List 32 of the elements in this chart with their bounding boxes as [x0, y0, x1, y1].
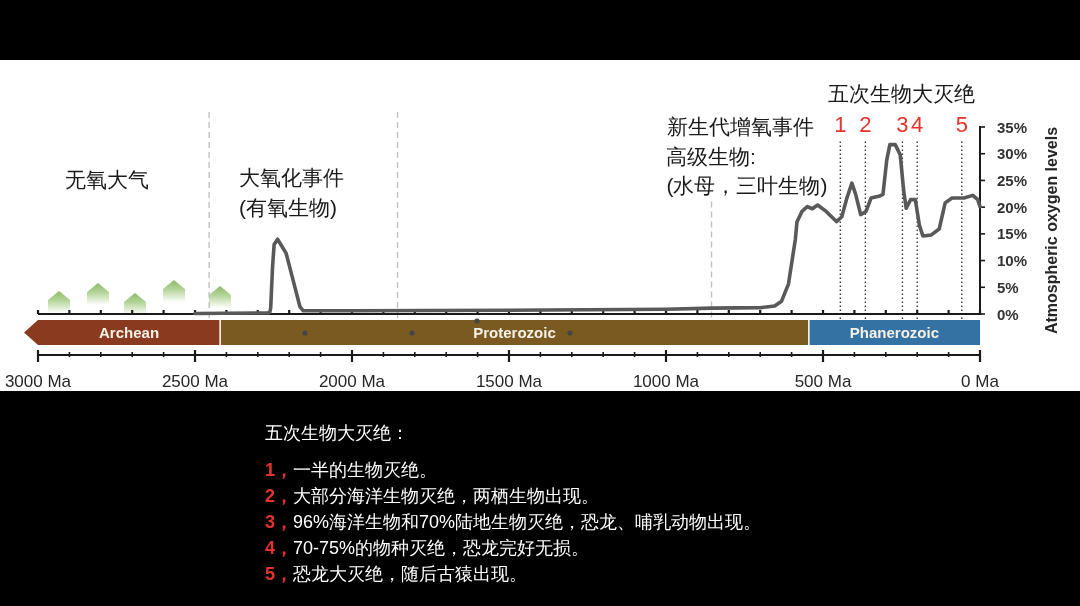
y-tick-label: 15%	[997, 225, 1028, 243]
notes: 五次生物大灭绝： 1，一半的生物灭绝。 2，大部分海洋生物灭绝，两栖生物出现。 3，96%海洋生物和70%陆地生物灭绝，恐龙、哺乳动物出现。 4，70-75%的物种灭绝，恐龙完好无损。 5，恐龙大灭绝，随后古猿出现。	[265, 423, 762, 584]
y-tick-label: 30%	[997, 145, 1028, 163]
annotation: 无氧大气	[65, 167, 149, 191]
annotation: (有氧生物)	[239, 195, 337, 219]
x-tick-label: 2000 Ma	[318, 371, 386, 391]
x-tick-label: 1000 Ma	[632, 371, 700, 391]
annotation: (水母，三叶生物)	[666, 173, 828, 197]
y-tick-label: 5%	[997, 278, 1019, 296]
annotation: 新生代增氧事件	[666, 114, 814, 138]
annotation: 3	[896, 111, 909, 137]
x-tick-label: 1500 Ma	[475, 371, 543, 391]
chart-title: 五次生物大灭绝	[827, 81, 975, 105]
annotation: 2	[859, 111, 872, 137]
y-tick-label: 10%	[997, 252, 1028, 270]
y-tick-label: 35%	[997, 118, 1028, 136]
y-axis-title: Atmospheric oxygen levels	[1042, 126, 1060, 335]
x-tick-label: 3000 Ma	[4, 371, 72, 391]
x-tick-label: 500 Ma	[794, 371, 852, 391]
series-label: Archean	[99, 324, 160, 341]
annotation: 1	[834, 111, 847, 137]
y-tick-label: 25%	[997, 171, 1028, 189]
y-tick-label: 0%	[997, 305, 1019, 323]
annotation: 5	[955, 111, 968, 137]
y-tick-label: 20%	[997, 198, 1028, 216]
series-label: Phanerozoic	[849, 324, 940, 341]
series-label: Proterozoic	[473, 324, 556, 341]
annotation: 高级生物:	[666, 144, 756, 168]
annotation: 4	[911, 111, 924, 137]
annotation: 大氧化事件	[238, 165, 344, 189]
x-tick-label: 0 Ma	[961, 371, 1000, 391]
x-tick-label: 2500 Ma	[161, 371, 229, 391]
